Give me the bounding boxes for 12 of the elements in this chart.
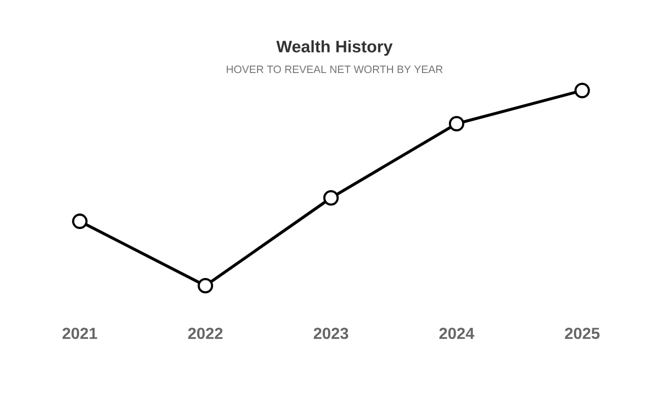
x-tick-label: 2024 [439,328,474,340]
point [72,214,88,230]
point [574,82,590,98]
point [448,116,464,132]
chart-title: Wealth History [276,40,393,56]
x-tick-label: 2022 [188,328,223,340]
chart-subtitle: HOVER TO REVEAL NET WORTH BY YEAR [226,66,443,74]
x-tick-label: 2023 [314,328,348,340]
x-tick-label: 2025 [564,328,600,340]
x-tick-label: 2021 [62,328,98,340]
point [323,190,339,206]
point [198,278,214,294]
